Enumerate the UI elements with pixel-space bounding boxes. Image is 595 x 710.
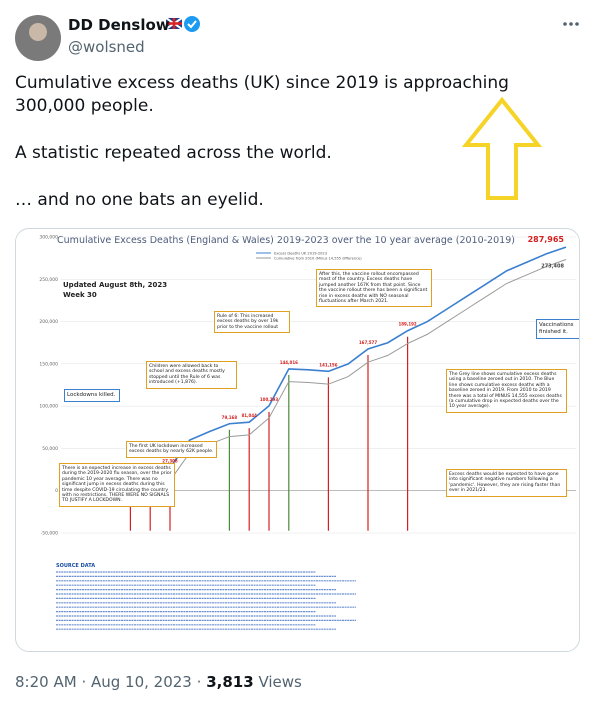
value-label: 167,577: [359, 340, 377, 345]
source-label: SOURCE DATA: [56, 563, 95, 569]
legend-label: Cumulative from 2010 (Minus 14,555 diffe…: [274, 257, 362, 261]
footer: 8:20 AM · Aug 10, 2023 · 3,813 Views: [15, 673, 302, 691]
value-label: 79,168: [222, 415, 238, 420]
decor: [15, 15, 579, 200]
verified-badge: [184, 16, 200, 32]
y-tick-label: -50,000: [41, 531, 59, 537]
y-tick-label: 250,000: [39, 277, 58, 283]
paragraph: … and no one bats an eyelid.: [15, 190, 264, 210]
author-name[interactable]: DD Denslow: [68, 16, 170, 34]
flag-cross: [166, 18, 182, 29]
annotation: Updated August 8th, 2023: [63, 281, 168, 289]
annotation: Vaccinations finished it.: [536, 319, 579, 339]
value-label: 27,308: [162, 459, 178, 464]
paragraph: Cumulative excess deaths (UK) since 2019…: [15, 73, 509, 116]
y-tick-label: 50,000: [42, 446, 58, 452]
y-tick-label: 150,000: [39, 361, 58, 367]
chart-title: Cumulative Excess Deaths (England & Wale…: [57, 235, 515, 246]
view-count: 3,813: [206, 673, 254, 691]
separator: ·: [196, 673, 202, 691]
annotation: The first UK lockdown increased excess d…: [126, 441, 217, 458]
annotation: Excess deaths would be expected to have …: [446, 469, 567, 497]
time[interactable]: 8:20 AM: [15, 673, 77, 691]
value-label: 141,156: [319, 362, 337, 367]
value-label: 144,016: [280, 360, 298, 365]
annotation: Week 30: [63, 291, 97, 299]
value-label: 100,293: [260, 397, 278, 402]
views-label: Views: [258, 673, 302, 691]
separator: ·: [81, 673, 87, 691]
y-tick-label: 0: [55, 488, 58, 494]
author-handle[interactable]: @wolsned: [68, 38, 145, 56]
value-label: 287,965: [528, 235, 565, 244]
annotation: Lockdowns killed.: [64, 389, 120, 402]
date[interactable]: Aug 10, 2023: [91, 673, 192, 691]
yellow-arrow: [461, 96, 543, 200]
tweet-text: Cumulative excess deaths (UK) since 2019…: [15, 72, 575, 236]
annotation: Rule of 6: This increased excess deaths …: [214, 311, 290, 334]
annotation: After this, the vaccine rollout encompas…: [316, 269, 432, 308]
value-label: 81,044: [241, 413, 257, 418]
chart: Cumulative Excess Deaths (England & Wale…: [39, 235, 576, 630]
annotation: There is an expected increase in excess …: [59, 463, 175, 507]
annotation: Children were allowed back to school and…: [146, 361, 237, 389]
y-tick-label: 100,000: [39, 404, 58, 410]
annotation: The Grey line shows cumulative excess de…: [446, 369, 567, 413]
y-tick-label: 200,000: [39, 319, 58, 325]
verified-check: [187, 20, 197, 29]
avatar-face: [29, 23, 47, 41]
value-label: 273,408: [541, 263, 564, 269]
paragraph: A statistic repeated across the world.: [15, 143, 332, 163]
y-tick-label: 300,000: [39, 235, 58, 241]
tweet-image[interactable]: Cumulative Excess Deaths (England & Wale…: [15, 228, 580, 652]
value-label: 189,192: [398, 322, 416, 327]
legend-label: Excess Deaths UK 2019-2023: [274, 252, 327, 256]
more-menu[interactable]: [563, 22, 579, 26]
